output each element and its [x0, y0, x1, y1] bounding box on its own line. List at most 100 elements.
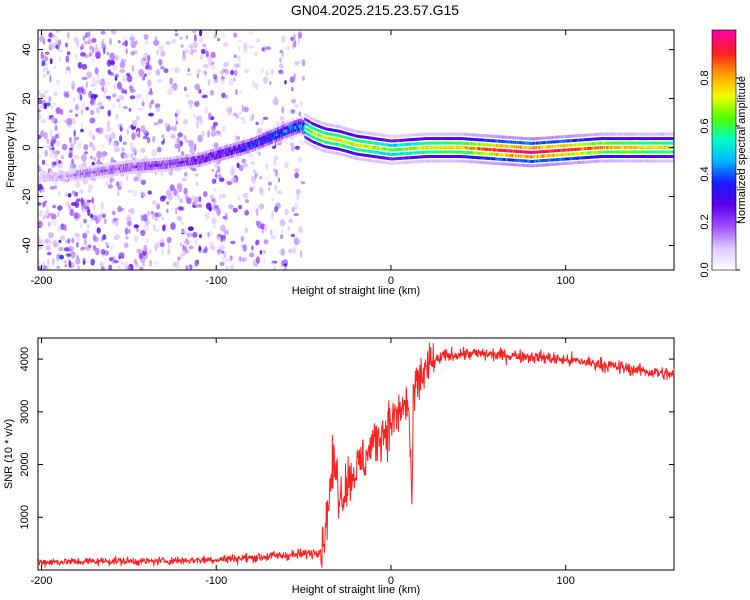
noise-speckle [54, 124, 58, 132]
ridge-cell [346, 131, 348, 135]
ridge-cell [444, 146, 447, 150]
ridge-cell [328, 145, 330, 149]
ridge-cell [584, 138, 586, 142]
ridge-cell [446, 137, 449, 141]
ridge-cell [428, 159, 430, 163]
ridge-cell [154, 161, 156, 164]
ridge-cell [612, 150, 614, 154]
noise-speckle [75, 113, 78, 117]
noise-speckle [137, 107, 144, 111]
ridge-cell [607, 137, 609, 141]
ridge-cell [514, 140, 516, 144]
colorbar-swatch [712, 110, 736, 113]
noise-speckle [259, 250, 263, 255]
ridge-cell [376, 137, 378, 141]
ridge-cell [250, 149, 253, 153]
noise-speckle [216, 208, 221, 216]
ridge-cell [135, 162, 137, 166]
noise-speckle [58, 239, 62, 244]
ridge-cell [439, 132, 441, 136]
ridge-cell [108, 171, 110, 175]
ridge-cell [300, 132, 302, 136]
ridge-cell [350, 142, 352, 145]
colorbar-swatch [712, 98, 736, 101]
ridge-cell [336, 151, 339, 155]
ridge-cell [107, 165, 109, 169]
ridge-cell [158, 166, 160, 170]
ridge-cell [435, 132, 437, 136]
ridge-cell [627, 150, 629, 154]
noise-speckle [189, 48, 194, 56]
ridge-cell [122, 160, 125, 164]
ridge-cell [108, 168, 110, 172]
ridge-cell [637, 132, 639, 136]
ridge-cell [577, 138, 580, 142]
ridge-cell [573, 161, 575, 165]
ridge-cell [479, 147, 481, 151]
ridge-cell [214, 154, 216, 157]
ridge-cell [449, 137, 451, 141]
ridge-cell [176, 161, 178, 165]
ridge-cell [176, 158, 178, 162]
ridge-cell [276, 133, 278, 137]
ridge-cell [640, 146, 643, 150]
noise-speckle [300, 181, 306, 185]
ridge-cell [604, 132, 606, 136]
ridge-cell [451, 132, 453, 136]
ridge-cell [139, 159, 141, 163]
ridge-cell [284, 126, 286, 130]
ridge-cell [567, 139, 569, 143]
ridge-cell [528, 150, 530, 154]
ridge-cell [320, 121, 322, 124]
ridge-cell [525, 164, 527, 168]
colorbar-swatch [712, 190, 736, 193]
ridge-cell [553, 144, 556, 148]
ridge-cell [581, 151, 583, 155]
ridge-cell [601, 137, 603, 141]
ridge-cell [546, 163, 548, 167]
ridge-cell [363, 140, 365, 144]
ridge-cell [642, 132, 645, 136]
ridge-cell [342, 126, 344, 130]
noise-speckle [293, 104, 300, 108]
ridge-cell [101, 169, 104, 173]
ridge-cell [221, 151, 223, 155]
ridge-cell [220, 146, 222, 150]
ridge-cell [287, 125, 289, 129]
ridge-cell [220, 157, 222, 161]
ridge-cell [618, 137, 621, 141]
ridge-cell [96, 175, 98, 179]
ridge-cell [357, 143, 359, 147]
ridge-cell [189, 156, 191, 160]
ridge-cell [350, 128, 352, 132]
ridge-cell [649, 159, 651, 163]
ridge-cell [647, 159, 649, 163]
ridge-cell [364, 153, 366, 157]
ridge-cell [624, 155, 626, 158]
ridge-cell [640, 137, 643, 141]
ridge-cell [645, 159, 647, 163]
noise-speckle [126, 72, 131, 77]
ridge-cell [430, 132, 432, 136]
noise-speckle [252, 184, 256, 191]
noise-speckle [185, 194, 189, 202]
ridge-cell [653, 141, 655, 145]
ridge-cell [639, 146, 642, 150]
ridge-cell [388, 152, 390, 156]
ridge-cell [137, 170, 139, 174]
ridge-cell [567, 148, 569, 152]
ridge-cell [296, 125, 299, 129]
noise-speckle [87, 31, 90, 40]
noise-speckle [106, 126, 111, 132]
ridge-cell [73, 167, 75, 171]
ridge-cell [437, 155, 439, 158]
ridge-cell [365, 131, 367, 135]
ridge-cell [243, 151, 245, 155]
ridge-cell [45, 172, 47, 176]
ridge-cell [191, 165, 193, 169]
ridge-cell [452, 146, 454, 150]
ridge-cell [548, 140, 550, 144]
ridge-cell [59, 178, 61, 182]
ridge-cell [39, 178, 41, 182]
ridge-cell [269, 144, 271, 148]
